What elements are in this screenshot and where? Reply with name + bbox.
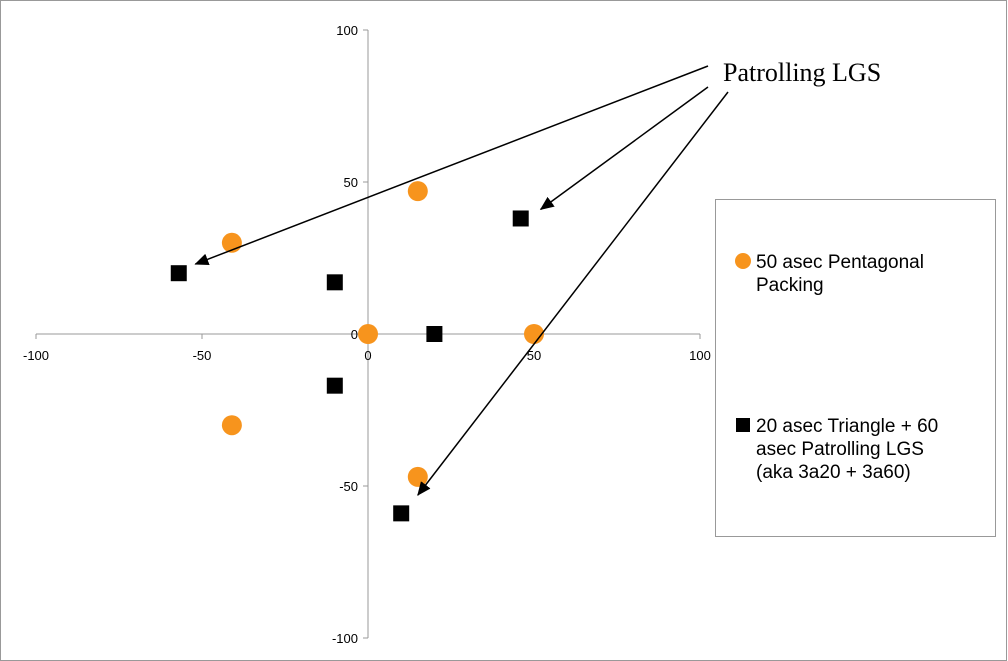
data-point-square <box>426 326 442 342</box>
x-tick-label: 100 <box>689 348 711 363</box>
x-tick-label: 0 <box>364 348 371 363</box>
data-point-square <box>513 210 529 226</box>
legend-box <box>716 200 996 537</box>
data-point-circle <box>222 415 242 435</box>
legend-line: 20 asec Triangle + 60 <box>756 416 938 437</box>
legend-line: 50 asec Pentagonal <box>756 252 924 273</box>
y-tick-label: 0 <box>351 327 358 342</box>
x-tick-label: -50 <box>193 348 212 363</box>
legend: 50 asec Pentagonal Packing 20 asec Trian… <box>716 200 996 537</box>
data-point-circle <box>408 467 428 487</box>
y-tick-label: -50 <box>339 479 358 494</box>
annotation-text: Patrolling LGS <box>723 58 881 87</box>
data-point-square <box>393 505 409 521</box>
legend-marker-circle <box>735 253 751 269</box>
y-tick-label: 50 <box>344 175 358 190</box>
y-tick-label: -100 <box>332 631 358 646</box>
data-point-circle <box>408 181 428 201</box>
y-tick-label: 100 <box>336 23 358 38</box>
legend-line: (aka 3a20 + 3a60) <box>756 462 911 483</box>
data-point-square <box>327 274 343 290</box>
legend-line: Packing <box>756 275 824 296</box>
legend-line: asec Patrolling LGS <box>756 439 924 460</box>
data-point-circle <box>358 324 378 344</box>
x-tick-label: -100 <box>23 348 49 363</box>
data-point-square <box>171 265 187 281</box>
legend-marker-square <box>736 418 750 432</box>
data-point-square <box>327 378 343 394</box>
